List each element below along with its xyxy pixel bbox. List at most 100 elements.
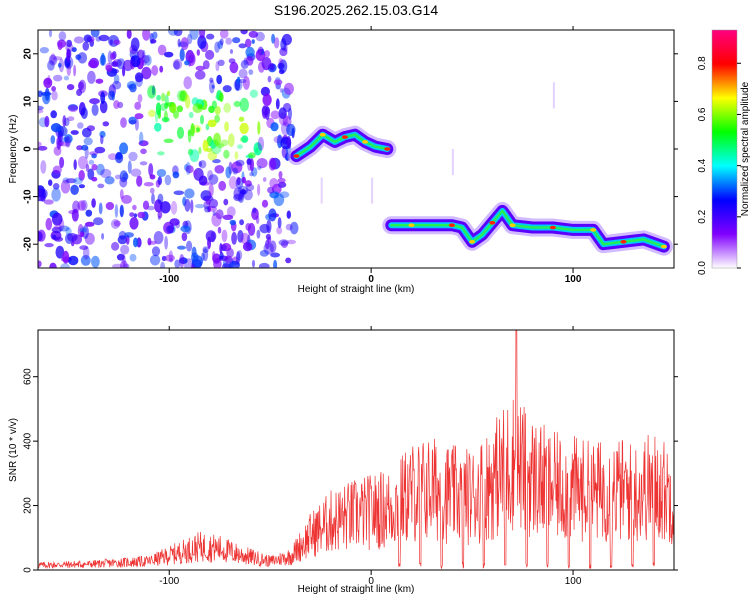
spectrogram-noise-blob xyxy=(159,103,168,112)
spectrogram-noise-blob xyxy=(286,136,292,149)
spectrogram-noise-blob xyxy=(240,30,248,35)
ridge-hotspot xyxy=(448,223,455,227)
spectrogram-noise-blob xyxy=(51,187,61,202)
spectrogram-noise-blob xyxy=(48,179,53,186)
spectrogram-noise-blob xyxy=(170,103,177,113)
spectrogram-noise-blob xyxy=(157,176,162,186)
spectrogram-noise-blob xyxy=(240,59,249,69)
spectrogram-noise-blob xyxy=(218,180,227,191)
spectrogram-noise-blob xyxy=(197,35,207,49)
spectrogram-noise-blob xyxy=(93,217,104,226)
y-tick-label: 0 xyxy=(23,146,34,152)
spectrogram-noise-blob xyxy=(70,130,79,135)
spectrogram-noise-blob xyxy=(241,135,249,144)
spectrogram-noise-blob xyxy=(91,103,99,116)
spectrogram-noise-blob xyxy=(160,261,166,268)
spectrogram-noise-blob xyxy=(143,182,154,187)
spectrogram-streak xyxy=(371,177,374,204)
spectrogram-noise-blob xyxy=(150,187,155,194)
spectrogram-noise-blob xyxy=(114,174,122,180)
spectrogram-noise-blob xyxy=(170,200,178,215)
spectrogram-noise-blob xyxy=(62,115,67,128)
spectrogram-noise-blob xyxy=(132,204,137,211)
spectrogram-noise-blob xyxy=(76,145,83,151)
spectrogram-noise-blob xyxy=(100,91,106,104)
spectrogram-noise-blob xyxy=(225,166,232,179)
spectrogram-noise-blob xyxy=(38,141,42,147)
spectrogram-noise-blob xyxy=(248,152,256,159)
spectrogram-noise-blob xyxy=(176,90,186,102)
spectrogram-noise-blob xyxy=(269,240,277,253)
ridge-hotspot xyxy=(293,154,300,158)
spectrogram-noise-blob xyxy=(73,36,84,44)
spectrogram-y-axis: -20 -10 0 10 20 xyxy=(23,48,678,251)
spectrogram-noise-blob xyxy=(45,217,53,231)
spectrogram-noise-blob xyxy=(91,255,100,268)
spectrogram-noise-blob xyxy=(279,191,290,198)
spectrogram-noise-blob xyxy=(219,243,223,254)
spectrogram-noise-blob xyxy=(173,60,180,70)
spectrogram-noise-blob xyxy=(185,94,191,109)
spectrogram-noise-blob xyxy=(130,37,140,52)
spectrogram-noise-blob xyxy=(185,165,194,174)
spectrogram-noise-blob xyxy=(219,92,224,102)
spectrogram-noise-blob xyxy=(270,252,280,258)
spectrogram-noise-blob xyxy=(151,193,155,205)
spectrogram-noise-blob xyxy=(71,47,77,53)
spectrogram-noise-blob xyxy=(249,172,254,177)
spectrogram-noise-blob xyxy=(169,218,180,226)
spectrogram-noise-blob xyxy=(155,102,162,116)
spectrogram-noise-blob xyxy=(265,239,270,250)
spectrogram-noise-blob xyxy=(172,171,180,179)
spectrogram-noise-blob xyxy=(209,79,215,94)
spectrogram-noise-blob xyxy=(230,49,233,54)
spectrogram-noise-blob xyxy=(68,255,79,266)
spectrogram-noise-blob xyxy=(116,253,125,261)
spectrogram-noise-blob xyxy=(211,100,217,109)
spectrogram-noise-blob xyxy=(223,198,229,206)
spectrogram-noise-blob xyxy=(100,135,104,145)
spectrogram-noise-blob xyxy=(228,176,238,190)
spectrogram-noise-blob xyxy=(268,208,277,222)
spectrogram-noise-blob xyxy=(208,198,219,209)
spectrogram-noise-blob xyxy=(73,159,77,171)
spectrogram-noise-blob xyxy=(66,39,72,48)
spectrogram-noise-blob xyxy=(202,248,209,262)
spectrogram-noise-blob xyxy=(95,78,104,84)
spectrogram-noise-blob xyxy=(112,80,122,90)
spectrogram-noise-blob xyxy=(83,34,92,43)
spectrogram-noise-blob xyxy=(63,55,74,70)
spectrogram-noise-blob xyxy=(165,225,174,234)
spectrogram-noise-blob xyxy=(189,30,199,40)
chart-title: S196.2025.262.15.03.G14 xyxy=(274,2,438,18)
spectrogram-noise-blob xyxy=(100,168,112,179)
spectrogram-noise-blob xyxy=(43,78,51,85)
spectrogram-noise-blob xyxy=(214,106,221,115)
spectrogram-noise-blob xyxy=(269,178,279,189)
spectrogram-noise-blob xyxy=(151,246,161,257)
colorbar-tick-label: 0.0 xyxy=(697,261,708,275)
spectrogram-noise-blob xyxy=(198,175,208,186)
spectrogram-noise-blob xyxy=(85,163,90,172)
spectrogram-noise-blob xyxy=(276,226,283,235)
spectrogram-noise-blob xyxy=(249,89,258,98)
x-tick-label: -100 xyxy=(159,576,179,587)
spectrogram-noise-blob xyxy=(58,225,70,232)
spectrogram-noise-blob xyxy=(43,77,53,89)
spectrogram-noise-blob xyxy=(278,107,287,119)
spectrogram-noise-blob xyxy=(142,200,150,210)
spectrogram-noise-blob xyxy=(221,229,228,242)
spectrogram-noise-blob xyxy=(118,230,127,240)
spectrogram-noise-blob xyxy=(184,198,191,212)
spectrogram-noise-blob xyxy=(237,230,244,243)
spectrogram-noise-blob xyxy=(266,219,272,234)
spectrogram-noise-blob xyxy=(90,30,100,38)
spectrogram-noise-blob xyxy=(253,142,263,156)
spectrogram-noise-blob xyxy=(79,245,89,250)
spectrogram-noise-blob xyxy=(199,30,206,39)
y-tick-label: 200 xyxy=(23,497,34,514)
spectrogram-noise-blob xyxy=(222,214,234,220)
spectrogram-noise-blob xyxy=(157,151,165,156)
spectrogram-noise-blob xyxy=(242,76,250,90)
